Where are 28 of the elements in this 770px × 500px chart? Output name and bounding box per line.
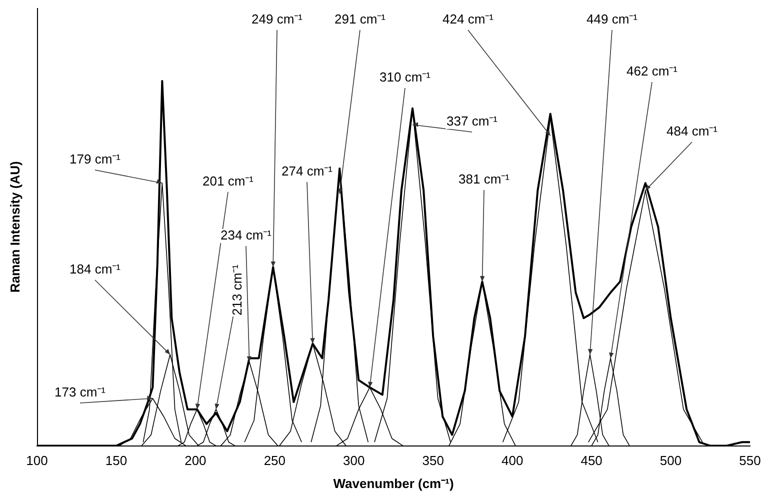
annotation: 173 cm⁻¹ — [54, 384, 106, 400]
annotation: 234 cm⁻¹ — [220, 228, 272, 243]
x-tick-label: 150 — [105, 453, 128, 468]
annotation: 462 cm⁻¹ — [626, 64, 678, 79]
x-tick-label: 400 — [501, 453, 524, 468]
x-tick-label: 300 — [343, 453, 365, 468]
annotation: 274 cm⁻¹ — [282, 164, 334, 179]
x-tick-label: 450 — [580, 453, 602, 468]
annotation: 424 cm⁻¹ — [442, 12, 494, 27]
annotation: 184 cm⁻¹ — [70, 262, 122, 277]
x-tick-label: 550 — [739, 453, 761, 468]
annotation: 484 cm⁻¹ — [666, 124, 718, 139]
x-tick-label: 200 — [184, 453, 206, 468]
annotation: 449 cm⁻¹ — [586, 12, 638, 27]
annotation: 249 cm⁻¹ — [252, 12, 304, 27]
annotation: 381 cm⁻¹ — [458, 172, 510, 187]
x-tick-label: 100 — [26, 453, 48, 468]
x-tick-label: 350 — [422, 453, 444, 468]
annotation: 213 cm⁻¹ — [230, 264, 245, 316]
y-axis-title: Raman Intensity (AU) — [8, 161, 23, 293]
annotation: 291 cm⁻¹ — [334, 12, 386, 27]
annotation: 179 cm⁻¹ — [70, 152, 122, 167]
x-axis-title: Wavenumber (cm⁻¹) — [333, 476, 454, 491]
annotation: 201 cm⁻¹ — [202, 174, 254, 189]
x-tick-label: 250 — [264, 453, 286, 468]
annotation: 310 cm⁻¹ — [380, 70, 432, 85]
x-tick-label: 500 — [660, 453, 682, 468]
annotation: 337 cm⁻¹ — [446, 114, 498, 129]
